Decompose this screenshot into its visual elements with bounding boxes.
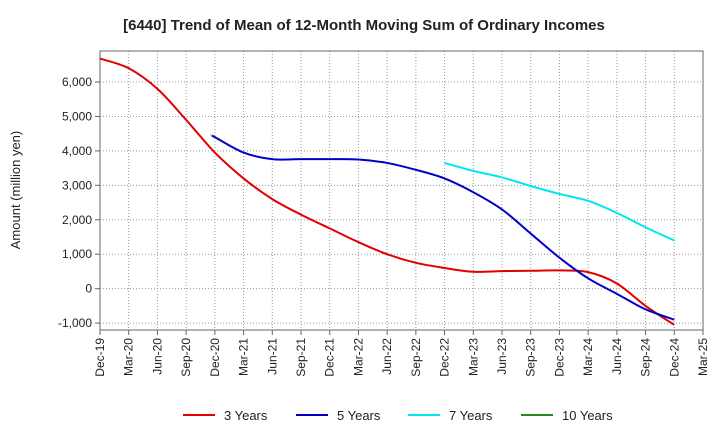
legend-label-3-years: 3 Years <box>224 408 268 423</box>
x-tick-label: Sep-23 <box>524 338 538 377</box>
grid <box>100 51 703 330</box>
x-tick-label: Dec-21 <box>323 338 337 377</box>
x-tick-label: Mar-22 <box>351 338 365 376</box>
y-tick-label: 6,000 <box>62 75 92 89</box>
x-tick-label: Jun-22 <box>380 338 394 375</box>
legend: 3 Years 5 Years 7 Years 10 Years <box>183 408 613 423</box>
x-tick-label: Mar-21 <box>237 338 251 376</box>
x-tick-label: Dec-24 <box>667 338 681 377</box>
axes: -1,000 0 1,000 2,000 3,000 4,000 5,000 6,000 Dec… <box>58 50 710 377</box>
x-tick-label: Dec-23 <box>552 338 566 377</box>
x-tick-label: Sep-22 <box>409 338 423 377</box>
x-tick-label: Mar-20 <box>122 338 136 376</box>
series-lines <box>99 57 675 326</box>
legend-label-5-years: 5 Years <box>337 408 381 423</box>
y-tick-label: 0 <box>85 282 92 296</box>
series-line-7-years <box>444 161 675 242</box>
y-tick-label: 1,000 <box>62 247 92 261</box>
x-tick-label: Dec-20 <box>208 338 222 377</box>
x-tick-label: Dec-19 <box>93 338 107 377</box>
x-tick-label: Mar-24 <box>581 338 595 376</box>
series-line-3-years <box>99 57 675 326</box>
chart-title: [6440] Trend of Mean of 12-Month Moving … <box>123 17 605 34</box>
x-tick-label: Jun-23 <box>495 338 509 375</box>
legend-label-10-years: 10 Years <box>562 408 613 423</box>
y-tick-label: 2,000 <box>62 213 92 227</box>
x-tick-label: Sep-20 <box>179 338 193 377</box>
x-tick-label: Dec-22 <box>438 338 452 377</box>
x-tick-label: Mar-25 <box>696 338 710 376</box>
plot-frame <box>99 50 704 331</box>
y-tick-label: 4,000 <box>62 144 92 158</box>
series-line-5-years <box>210 134 675 321</box>
x-tick-label: Sep-21 <box>294 338 308 377</box>
x-tick-label: Jun-20 <box>150 338 164 375</box>
y-tick-label: -1,000 <box>58 316 92 330</box>
y-tick-label: 5,000 <box>62 109 92 123</box>
x-tick-label: Sep-24 <box>639 338 653 377</box>
x-tick-label: Mar-23 <box>466 338 480 376</box>
y-tick-label: 3,000 <box>62 178 92 192</box>
legend-label-7-years: 7 Years <box>449 408 493 423</box>
x-tick-label: Jun-21 <box>265 338 279 375</box>
y-axis-label: Amount (million yen) <box>8 131 23 250</box>
x-tick-label: Jun-24 <box>610 338 624 375</box>
